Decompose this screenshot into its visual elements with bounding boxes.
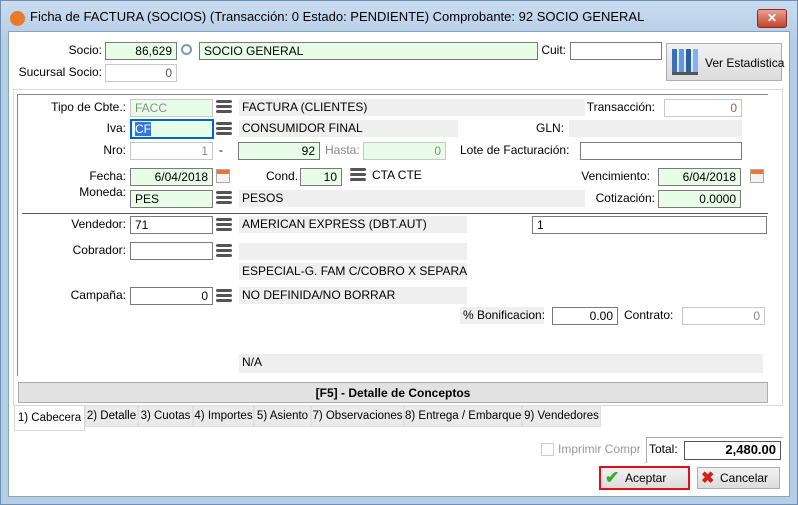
tab-asiento[interactable]: 5) Asiento <box>254 405 311 427</box>
menu-icon[interactable] <box>216 191 232 207</box>
sucursal-label: Sucursal Socio: <box>18 65 102 79</box>
menu-icon[interactable] <box>216 218 232 234</box>
nro-field[interactable]: 92 <box>238 142 320 160</box>
checkmark-icon: ✔ <box>605 468 620 487</box>
na-field: N/A <box>239 354 763 373</box>
contrato-label: Contrato: <box>624 308 674 322</box>
gln-label: GLN: <box>535 121 564 135</box>
ver-estadistica-label: Ver Estadistica <box>705 56 785 70</box>
cond-label: Cond. <box>266 169 299 183</box>
tipo-field[interactable]: FACC <box>130 99 213 117</box>
tab-vendedores[interactable]: 9) Vendedores <box>522 405 601 427</box>
nro-pv-field[interactable]: 1 <box>130 142 213 160</box>
iva-value: CF <box>135 122 151 136</box>
close-button[interactable]: ✕ <box>757 9 787 28</box>
app-icon <box>10 11 25 26</box>
cotizacion-field[interactable]: 0.0000 <box>658 190 741 208</box>
menu-icon[interactable] <box>216 122 232 138</box>
cobrador-label: Cobrador: <box>72 243 126 257</box>
nro-separator: - <box>219 143 223 157</box>
calendar-icon[interactable] <box>216 169 230 183</box>
cuit-label: Cuit: <box>541 43 566 57</box>
imprimir-checkbox[interactable] <box>541 443 554 456</box>
fecha-field[interactable]: 6/04/2018 <box>130 168 213 186</box>
campana-desc: NO DEFINIDA/NO BORRAR <box>239 287 467 304</box>
aceptar-button[interactable]: ✔ Aceptar <box>599 466 690 490</box>
hasta-field[interactable]: 0 <box>363 142 446 160</box>
divider <box>22 213 768 214</box>
gln-field <box>569 120 742 137</box>
sucursal-field[interactable]: 0 <box>105 64 177 82</box>
total-label: Total: <box>649 442 678 456</box>
cancelar-button[interactable]: ✖ Cancelar <box>697 467 780 489</box>
bonificacion-field[interactable]: 0.00 <box>552 307 618 325</box>
total-box <box>646 437 783 463</box>
lote-label: Lote de Facturación: <box>460 143 570 157</box>
search-icon[interactable] <box>181 44 192 55</box>
campana-field[interactable]: 0 <box>130 287 213 305</box>
menu-icon[interactable] <box>216 100 232 116</box>
cobrador-field[interactable] <box>130 242 213 260</box>
cond-desc: CTA CTE <box>372 168 422 182</box>
socio-code-field[interactable]: 86,629 <box>105 42 177 60</box>
ver-estadistica-button[interactable]: Ver Estadistica <box>666 43 785 81</box>
tipo-desc: FACTURA (CLIENTES) <box>239 99 585 116</box>
imprimir-label: Imprimir Comprob. <box>558 442 640 456</box>
cobrador-desc <box>239 243 467 260</box>
detalle-conceptos-button[interactable]: [F5] - Detalle de Conceptos <box>18 382 768 403</box>
tipo-label: Tipo de Cbte.: <box>51 100 126 114</box>
especial-desc: ESPECIAL-G. FAM C/COBRO X SEPARADO DI <box>239 263 467 280</box>
window-title: Ficha de FACTURA (SOCIOS) (Transacción: … <box>30 9 645 24</box>
socio-label: Socio: <box>68 43 102 57</box>
total-field: 2,480.00 <box>684 441 781 460</box>
tab-detalle[interactable]: 2) Detalle <box>85 405 138 427</box>
lote-field[interactable] <box>580 142 742 160</box>
campana-label: Campaña: <box>70 288 126 302</box>
cotizacion-label: Cotización: <box>595 191 655 205</box>
vendedor-desc: AMERICAN EXPRESS (DBT.AUT) <box>239 216 467 233</box>
cancelar-label: Cancelar <box>720 471 769 485</box>
tab-cabecera[interactable]: 1) Cabecera <box>14 405 85 431</box>
menu-icon[interactable] <box>216 244 232 260</box>
iva-label: Iva: <box>106 121 126 135</box>
transaccion-label: Transacción: <box>586 100 655 114</box>
cond-field[interactable]: 10 <box>300 168 342 186</box>
tab-importes[interactable]: 4) Importes <box>193 405 254 427</box>
fecha-label: Fecha: <box>89 169 126 183</box>
x-icon: ✖ <box>701 470 715 487</box>
moneda-label: Moneda: <box>79 185 126 199</box>
aceptar-label: Aceptar <box>625 471 667 485</box>
tab-cuotas[interactable]: 3) Cuotas <box>138 405 193 427</box>
vendedor-extra-field[interactable]: 1 <box>532 216 767 234</box>
nro-label: Nro: <box>103 143 126 157</box>
vencimiento-label: Vencimiento: <box>581 169 650 183</box>
tab-observaciones[interactable]: 7) Observaciones <box>311 405 404 427</box>
bonificacion-label: % Bonificacion: <box>460 307 544 324</box>
socio-name-field[interactable]: SOCIO GENERAL <box>199 42 538 60</box>
inner-panel <box>17 94 768 376</box>
chart-icon <box>672 49 698 75</box>
iva-desc: CONSUMIDOR FINAL <box>239 120 458 137</box>
vencimiento-field[interactable]: 6/04/2018 <box>658 168 741 186</box>
vendedor-label: Vendedor: <box>71 217 126 231</box>
menu-icon[interactable] <box>350 168 366 184</box>
calendar-icon[interactable] <box>750 169 764 183</box>
vendedor-field[interactable]: 71 <box>130 216 213 234</box>
cuit-field[interactable] <box>570 42 662 60</box>
menu-icon[interactable] <box>216 289 232 305</box>
tab-entrega-embarque[interactable]: 8) Entrega / Embarque <box>404 405 522 427</box>
iva-field[interactable]: CF <box>130 119 214 139</box>
moneda-desc: PESOS <box>239 190 585 207</box>
hasta-label: Hasta: <box>325 143 360 157</box>
contrato-field[interactable]: 0 <box>682 307 765 325</box>
moneda-field[interactable]: PES <box>130 190 213 208</box>
transaccion-field[interactable]: 0 <box>664 99 742 117</box>
